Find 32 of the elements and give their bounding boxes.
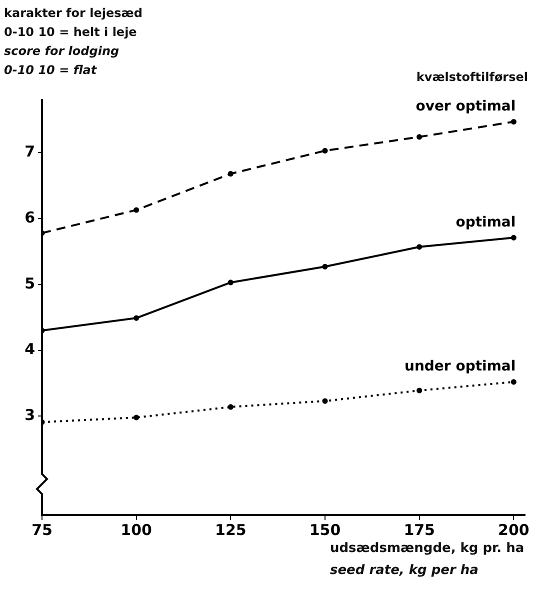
point (322, 264, 328, 270)
y-tick-label: 6 (24, 208, 35, 226)
y-tick-label: 4 (24, 340, 35, 358)
point (322, 398, 328, 404)
point (134, 207, 140, 213)
series-label: over optimal (416, 98, 516, 114)
y-axis-title: karakter for lejesæd 0-10 10 = helt i leje score for lodging 0-10 10 = flat (4, 5, 142, 79)
point (322, 148, 328, 154)
point (510, 118, 516, 125)
point (510, 234, 516, 240)
point (228, 170, 234, 177)
point (416, 388, 422, 394)
series-label: optimal (456, 214, 516, 230)
x-tick-label: 125 (215, 520, 246, 539)
x-tick-label: 150 (309, 520, 341, 539)
point (228, 404, 234, 410)
x-tick-label: 100 (120, 520, 152, 539)
point (510, 379, 516, 385)
x-tick-label: 175 (404, 520, 435, 539)
point (134, 414, 140, 420)
point (416, 244, 422, 250)
x-tick-label: 75 (32, 520, 52, 539)
y-tick-label: 5 (24, 274, 35, 292)
x-tick-label: 200 (498, 520, 530, 539)
point (228, 280, 234, 286)
y-tick-label: 7 (24, 142, 35, 161)
series-label: under optimal (404, 358, 516, 375)
legend-title: kvælstoftilførsel (416, 69, 528, 86)
point (134, 315, 140, 321)
y-tick-label: 3 (24, 406, 35, 424)
point (416, 134, 422, 140)
x-axis-title: udsædsmængde, kg pr. ha seed rate, kg per ha (330, 540, 524, 580)
